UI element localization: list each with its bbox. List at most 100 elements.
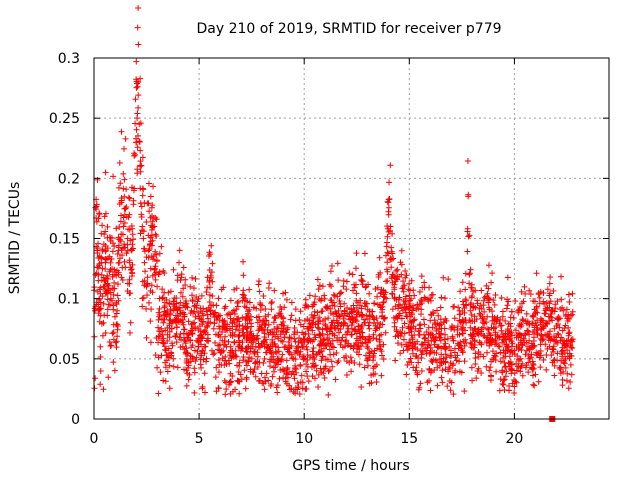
data-point <box>222 303 229 310</box>
data-point <box>130 236 137 243</box>
data-point <box>243 345 250 352</box>
data-point <box>258 370 265 377</box>
data-point <box>459 348 466 355</box>
data-point <box>212 374 219 381</box>
data-point <box>562 364 569 371</box>
data-point <box>97 312 104 319</box>
data-point <box>499 368 506 375</box>
data-point <box>241 367 248 374</box>
data-point <box>531 328 538 335</box>
data-point <box>239 323 246 330</box>
data-point <box>565 385 572 392</box>
data-point <box>317 365 324 372</box>
data-point <box>253 314 260 321</box>
data-point <box>545 331 552 338</box>
data-point <box>137 168 144 175</box>
data-point <box>536 300 543 307</box>
data-point <box>506 387 513 394</box>
data-point <box>149 272 156 279</box>
data-point <box>261 374 268 381</box>
data-point <box>298 372 305 379</box>
data-point <box>107 259 114 266</box>
data-point <box>414 301 421 308</box>
data-point <box>518 332 525 339</box>
data-point <box>247 328 254 335</box>
data-point <box>144 280 151 287</box>
data-point <box>371 300 378 307</box>
data-point <box>389 230 396 237</box>
data-point <box>468 311 475 318</box>
data-point <box>169 340 176 347</box>
data-point <box>391 274 398 281</box>
data-point <box>353 250 360 257</box>
data-point <box>154 283 161 290</box>
data-point <box>489 270 496 277</box>
data-point <box>218 347 225 354</box>
data-point <box>227 297 234 304</box>
data-point <box>366 350 373 357</box>
data-point <box>135 132 142 139</box>
data-point <box>569 308 576 315</box>
data-point <box>277 310 284 317</box>
data-point <box>268 300 275 307</box>
data-point <box>284 364 291 371</box>
data-point <box>248 330 255 337</box>
data-point <box>315 349 322 356</box>
data-point <box>182 281 189 288</box>
data-point <box>559 347 566 354</box>
data-point <box>156 268 163 275</box>
data-point <box>359 329 366 336</box>
data-point <box>488 279 495 286</box>
data-point <box>240 272 247 279</box>
data-point <box>139 227 146 234</box>
data-point <box>558 334 565 341</box>
data-point <box>450 360 457 367</box>
data-point <box>129 184 136 191</box>
data-point <box>569 311 576 318</box>
data-point <box>305 378 312 385</box>
data-point <box>180 285 187 292</box>
data-point <box>276 375 283 382</box>
data-point <box>373 335 380 342</box>
data-point <box>151 266 158 273</box>
data-point <box>286 335 293 342</box>
data-point <box>127 319 134 326</box>
data-point <box>313 367 320 374</box>
data-point <box>196 323 203 330</box>
data-point <box>292 384 299 391</box>
data-point <box>190 285 197 292</box>
data-point <box>286 382 293 389</box>
data-point <box>326 281 333 288</box>
data-point <box>178 274 185 281</box>
data-point <box>403 343 410 350</box>
data-point <box>162 359 169 366</box>
data-point <box>462 296 469 303</box>
data-point <box>185 362 192 369</box>
data-point <box>236 343 243 350</box>
data-point <box>114 281 121 288</box>
data-point <box>300 323 307 330</box>
data-point <box>467 339 474 346</box>
data-point <box>456 307 463 314</box>
data-point <box>139 295 146 302</box>
data-point <box>469 377 476 384</box>
data-point <box>490 354 497 361</box>
data-point <box>327 310 334 317</box>
data-point <box>136 138 143 145</box>
data-point <box>164 368 171 375</box>
data-point <box>380 341 387 348</box>
data-point <box>492 291 499 298</box>
data-point <box>376 302 383 309</box>
data-point <box>132 120 139 127</box>
data-point <box>547 274 554 281</box>
data-point <box>331 292 338 299</box>
data-point <box>356 361 363 368</box>
data-point <box>559 304 566 311</box>
data-point <box>327 268 334 275</box>
data-point <box>567 361 574 368</box>
data-point <box>557 370 564 377</box>
data-point <box>292 364 299 371</box>
data-point <box>156 333 163 340</box>
data-point <box>153 257 160 264</box>
data-point <box>399 324 406 331</box>
